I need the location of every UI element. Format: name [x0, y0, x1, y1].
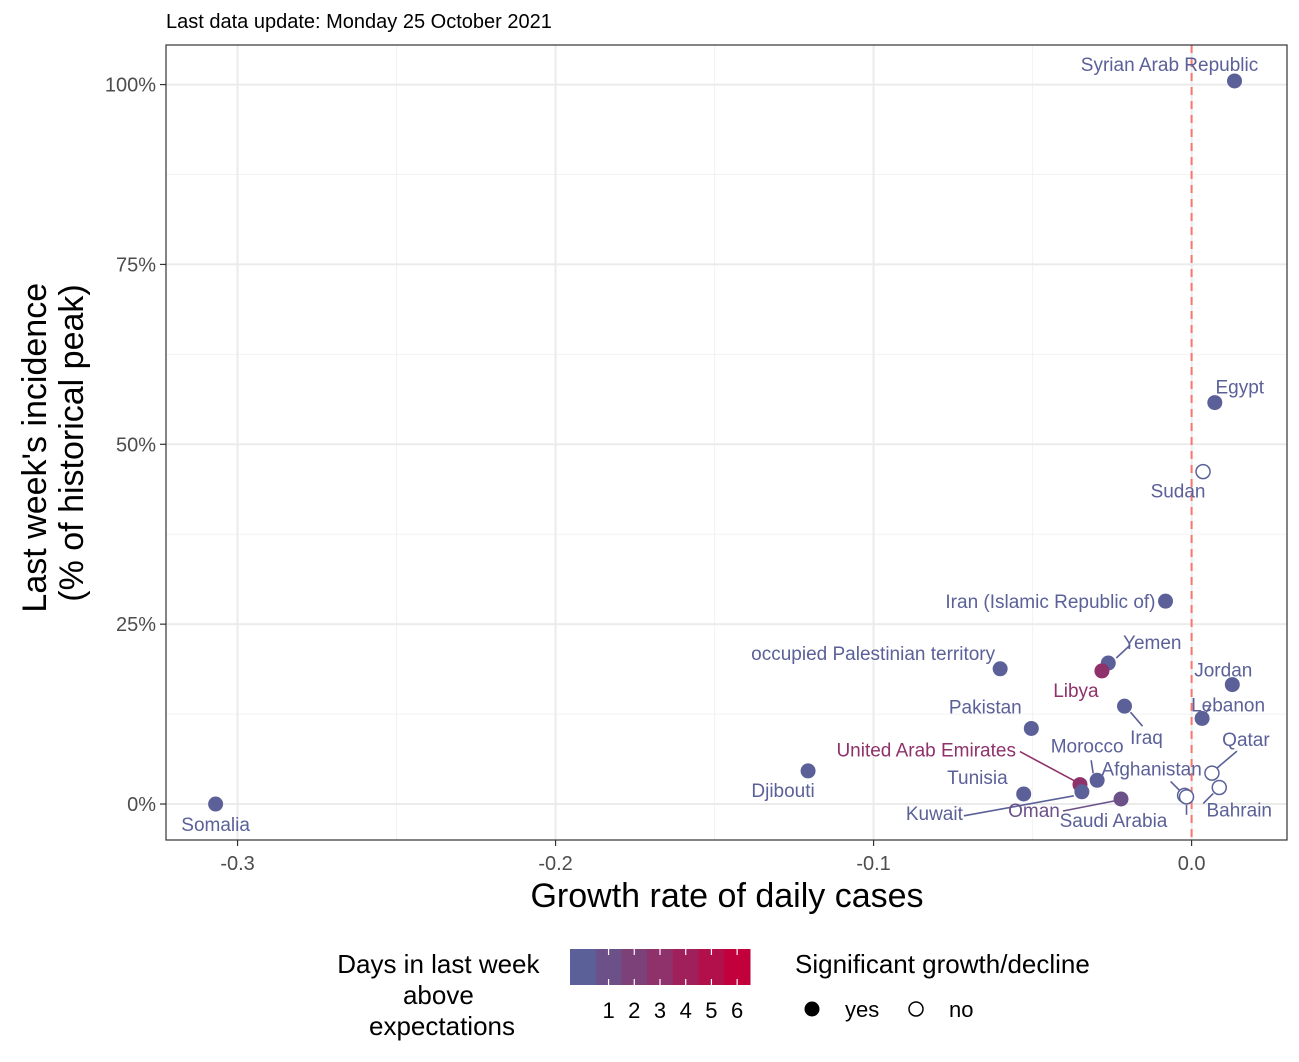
point-label: Saudi Arabia — [1060, 811, 1168, 832]
data-point — [1227, 73, 1243, 89]
shape-legend-label: no — [949, 997, 973, 1022]
point-label: Sudan — [1151, 482, 1206, 503]
data-point — [1194, 710, 1210, 726]
x-tick-label: 0.0 — [1178, 853, 1206, 875]
data-point — [1116, 698, 1132, 714]
label-connector — [963, 795, 1075, 817]
y-tick-label: 100% — [105, 75, 156, 97]
point-label: Lebanon — [1191, 695, 1265, 716]
data-point — [1074, 784, 1090, 800]
point-label: Somalia — [181, 815, 250, 836]
data-point — [800, 763, 816, 779]
y-tick-label: 75% — [116, 254, 156, 276]
shape-legend-key-filled — [804, 1001, 820, 1017]
plot-panel-border — [165, 44, 1288, 841]
point-label: Oman — [1008, 801, 1060, 822]
color-bar — [570, 949, 751, 985]
y-tick-label: 25% — [116, 614, 156, 636]
data-point — [1094, 663, 1110, 679]
y-axis-title: Last week's incidence (% of historical p… — [16, 273, 91, 612]
data-point — [1158, 593, 1174, 609]
label-connector — [1019, 750, 1075, 782]
color-bar-label: 6 — [731, 998, 743, 1023]
label-connector — [1170, 780, 1181, 791]
shape-legend: Significant growth/decline yes no — [795, 949, 1090, 1022]
point-label: Djibouti — [751, 781, 814, 802]
point-label: Tunisia — [947, 768, 1008, 789]
data-point — [1089, 772, 1105, 788]
point-label: United Arab Emirates — [836, 741, 1016, 762]
data-point — [1016, 786, 1032, 802]
point-label: Jordan — [1194, 661, 1252, 682]
color-bar-label: 1 — [602, 998, 614, 1023]
color-bar-label: 3 — [654, 998, 666, 1023]
data-point — [1211, 779, 1228, 796]
point-label: Yemen — [1123, 633, 1181, 654]
color-legend-title-line-3: expectations — [369, 1011, 515, 1041]
x-tick-label: -0.1 — [856, 853, 890, 875]
shape-legend-label: yes — [845, 997, 879, 1022]
data-point — [1204, 765, 1220, 781]
color-bar-label: 4 — [680, 998, 692, 1023]
color-legend-title-line-1: Days in last week — [337, 949, 540, 979]
y-tick-label: 0% — [127, 794, 156, 816]
x-axis-ticks: -0.3 -0.2 -0.1 0.0 — [220, 840, 1206, 875]
data-point — [1195, 463, 1211, 480]
label-connector — [1129, 711, 1144, 727]
point-label: Iraq — [1130, 728, 1163, 749]
data-point — [1178, 789, 1195, 805]
label-connector — [1202, 792, 1214, 805]
color-legend-title: Days in last week above expectations — [337, 949, 547, 1041]
y-axis-ticks: 0% 25% 50% 75% 100% — [105, 75, 166, 816]
point-label: Kuwait — [906, 804, 964, 825]
x-axis-title: Growth rate of daily cases — [530, 877, 923, 915]
y-tick-label: 50% — [116, 434, 156, 456]
y-axis-title-line-1: Last week's incidence — [16, 283, 54, 613]
point-label: Libya — [1053, 681, 1099, 702]
data-point — [208, 796, 224, 812]
data-point — [1224, 677, 1240, 693]
point-label: Afghanistan — [1101, 759, 1201, 780]
label-connector — [1115, 644, 1131, 659]
shape-legend-title: Significant growth/decline — [795, 949, 1090, 979]
point-label: Egypt — [1216, 378, 1265, 399]
label-connector — [1216, 750, 1238, 769]
color-legend-title-line-2: above — [403, 980, 474, 1010]
point-label: occupied Palestinian territory — [751, 644, 995, 665]
point-label: Syrian Arab Republic — [1081, 55, 1258, 76]
data-point — [1023, 720, 1039, 736]
label-connector — [1205, 705, 1211, 713]
shape-legend-key-open — [908, 1001, 924, 1017]
y-axis-title-line-2: (% of historical peak) — [53, 284, 91, 601]
data-points — [208, 73, 1243, 812]
point-label: Iran (Islamic Republic of) — [945, 592, 1155, 613]
data-point — [992, 661, 1008, 677]
label-connector — [1090, 760, 1094, 774]
label-connectors — [963, 644, 1238, 817]
point-label: Qatar — [1222, 730, 1270, 751]
color-bar-segment — [570, 949, 597, 985]
point-label: Bahrain — [1207, 800, 1273, 821]
shape-legend-items: yes no — [804, 997, 973, 1022]
grid-lines — [166, 45, 1287, 840]
color-bar-label: 5 — [705, 998, 717, 1023]
point-labels: Syrian Arab Republic Egypt Sudan Iran (Isla… — [181, 55, 1272, 836]
data-point — [1113, 791, 1129, 807]
x-tick-label: -0.2 — [538, 853, 572, 875]
label-connector — [1062, 800, 1115, 812]
point-label: Pakistan — [949, 697, 1022, 718]
point-label: Morocco — [1051, 736, 1124, 757]
x-tick-label: -0.3 — [220, 853, 254, 875]
data-point — [1207, 395, 1223, 411]
chart-subtitle: Last data update: Monday 25 October 2021 — [166, 11, 552, 33]
color-bar-label: 2 — [628, 998, 640, 1023]
